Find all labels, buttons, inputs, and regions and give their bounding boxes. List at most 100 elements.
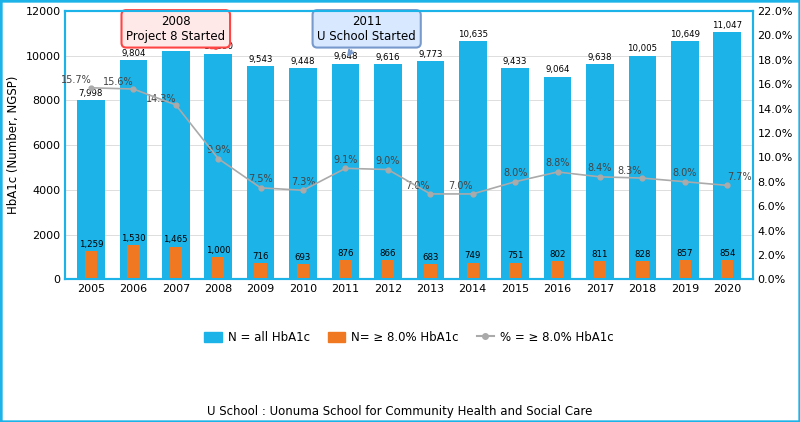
Bar [382,260,394,279]
Bar [205,54,232,279]
% = ≥ 8.0% HbA1c [553,170,562,175]
Text: 9,648: 9,648 [334,52,358,61]
Text: 8.3%: 8.3% [618,166,642,176]
% = ≥ 8.0% HbA1c [129,87,138,92]
Bar [374,64,402,279]
% = ≥ 8.0% HbA1c [383,167,393,172]
Text: 15.6%: 15.6% [103,76,134,87]
Text: 8.0%: 8.0% [673,168,697,178]
% = ≥ 8.0% HbA1c [510,179,520,184]
Text: 7.0%: 7.0% [406,181,430,192]
% = ≥ 8.0% HbA1c [595,174,605,179]
Bar [594,261,606,279]
Text: 10,005: 10,005 [627,44,658,53]
Bar [119,60,147,279]
Text: 751: 751 [507,252,523,260]
Bar [127,245,139,279]
Bar [636,261,649,279]
Bar [290,68,317,279]
Bar [671,41,698,279]
Text: 10,223: 10,223 [161,39,191,49]
Text: 9,616: 9,616 [376,53,400,62]
Text: 9,448: 9,448 [290,57,315,66]
Bar [424,264,437,279]
% = ≥ 8.0% HbA1c [468,192,478,197]
Text: 1,000: 1,000 [206,246,230,255]
% = ≥ 8.0% HbA1c [86,85,96,90]
Bar [212,257,225,279]
Bar [714,32,741,279]
Text: 7.3%: 7.3% [290,177,315,187]
Text: 2011
U School Started: 2011 U School Started [318,15,416,55]
Bar [247,66,274,279]
Bar [162,51,190,279]
Bar [586,64,614,279]
Bar [721,260,734,279]
Bar [502,68,529,279]
Line: % = ≥ 8.0% HbA1c: % = ≥ 8.0% HbA1c [89,85,730,196]
Text: 9,804: 9,804 [121,49,146,58]
Bar [170,246,182,279]
Text: 716: 716 [252,252,269,261]
Text: 2008
Project 8 Started: 2008 Project 8 Started [126,15,226,49]
Text: U School : Uonuma School for Community Health and Social Care: U School : Uonuma School for Community H… [207,405,593,418]
Text: 9,543: 9,543 [248,55,273,64]
Text: 8.0%: 8.0% [503,168,527,178]
Text: 8.8%: 8.8% [546,158,570,168]
Text: 9,638: 9,638 [588,52,612,62]
Text: 7,998: 7,998 [78,89,103,98]
Text: 9.0%: 9.0% [376,156,400,166]
Text: 7.7%: 7.7% [728,172,752,182]
Text: 7.0%: 7.0% [448,181,472,192]
Text: 9,064: 9,064 [546,65,570,74]
Text: 854: 854 [719,249,735,258]
Bar [459,41,486,279]
% = ≥ 8.0% HbA1c [298,188,308,193]
Text: 9.9%: 9.9% [206,145,230,155]
Text: 15.7%: 15.7% [61,76,91,85]
Text: 11,047: 11,047 [712,21,742,30]
Text: 10,649: 10,649 [670,30,700,39]
Text: 8.4%: 8.4% [588,163,612,173]
Text: 828: 828 [634,249,650,259]
Text: 10,090: 10,090 [203,43,233,51]
Text: 749: 749 [465,252,481,260]
Text: 802: 802 [550,250,566,259]
Bar [466,262,479,279]
Text: 857: 857 [677,249,693,258]
Bar [297,264,310,279]
Text: 683: 683 [422,253,438,262]
% = ≥ 8.0% HbA1c [256,185,266,190]
Text: 866: 866 [380,249,396,258]
Text: 811: 811 [592,250,608,259]
Text: 876: 876 [338,249,354,257]
% = ≥ 8.0% HbA1c [341,166,350,171]
Text: 1,465: 1,465 [163,235,188,244]
Text: 9,433: 9,433 [503,57,527,66]
Text: 7.5%: 7.5% [248,174,273,184]
Bar [85,251,97,279]
Bar [339,260,352,279]
% = ≥ 8.0% HbA1c [214,156,223,161]
Text: 9.1%: 9.1% [334,154,358,165]
Text: 1,259: 1,259 [78,240,103,249]
Y-axis label: HbA1c (Number, NGSP): HbA1c (Number, NGSP) [7,76,20,214]
Text: 1,530: 1,530 [121,234,146,243]
% = ≥ 8.0% HbA1c [171,103,181,108]
Legend: N = all HbA1c, N= ≥ 8.0% HbA1c, % = ≥ 8.0% HbA1c: N = all HbA1c, N= ≥ 8.0% HbA1c, % = ≥ 8.… [200,326,618,349]
Text: 9,773: 9,773 [418,49,442,59]
Bar [77,100,105,279]
Bar [254,263,267,279]
% = ≥ 8.0% HbA1c [722,183,732,188]
Bar [332,64,359,279]
% = ≥ 8.0% HbA1c [680,179,690,184]
Text: 10,635: 10,635 [458,30,488,39]
Bar [629,56,656,279]
% = ≥ 8.0% HbA1c [638,176,647,181]
Bar [678,260,691,279]
Bar [544,77,571,279]
Text: 693: 693 [295,253,311,262]
Bar [417,61,444,279]
% = ≥ 8.0% HbA1c [426,192,435,197]
Text: 14.3%: 14.3% [146,94,176,104]
